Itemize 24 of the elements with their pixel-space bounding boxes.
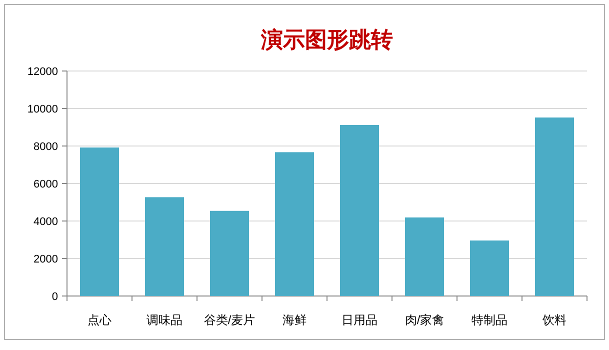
x-tick-label: 调味品 xyxy=(146,313,182,327)
bar xyxy=(210,210,249,296)
bar xyxy=(145,197,184,296)
y-tick-label: 12000 xyxy=(27,66,58,78)
y-tick-label: 6000 xyxy=(34,178,58,190)
x-tick-label: 点心 xyxy=(88,313,112,327)
y-tick-label: 4000 xyxy=(34,216,58,228)
chart-title: 演示图形跳转 xyxy=(260,27,393,52)
y-tick-label: 0 xyxy=(52,291,58,303)
bar xyxy=(80,148,119,296)
bar xyxy=(340,125,379,296)
bar xyxy=(405,217,444,296)
y-tick-label: 2000 xyxy=(34,254,58,266)
bar xyxy=(535,118,574,296)
x-tick-label: 日用品 xyxy=(342,313,378,327)
x-tick-label: 海鲜 xyxy=(282,313,306,327)
y-tick-label: 8000 xyxy=(34,141,58,153)
y-tick-label: 10000 xyxy=(27,104,58,116)
x-tick-label: 饮料 xyxy=(542,313,566,327)
x-tick-label: 谷类/麦片 xyxy=(204,313,256,327)
bar xyxy=(275,152,314,296)
bar xyxy=(470,240,509,296)
x-tick-label: 肉/家禽 xyxy=(404,313,444,327)
x-tick-label: 特制品 xyxy=(472,313,508,327)
